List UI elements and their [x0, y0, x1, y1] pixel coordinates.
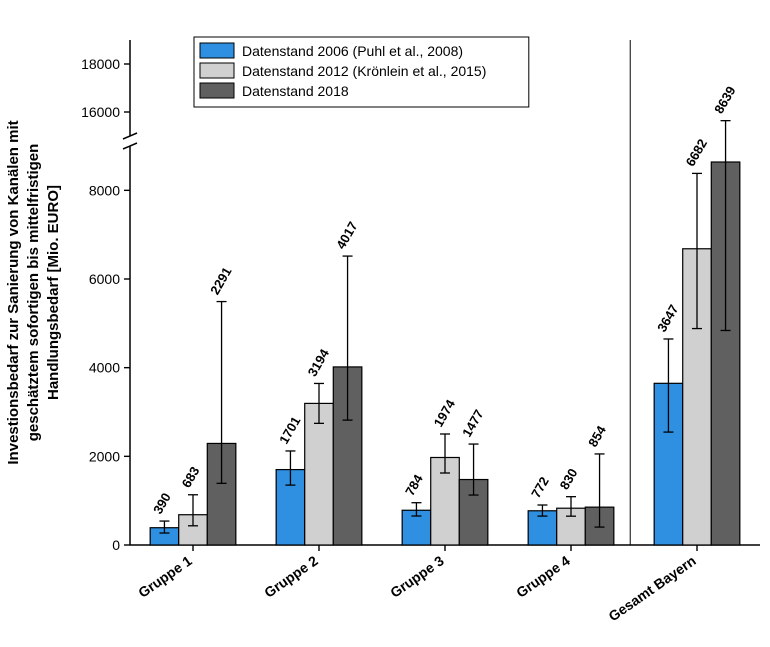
legend-swatch	[200, 83, 234, 98]
ytick-label: 0	[112, 537, 120, 553]
ytick-label: 4000	[89, 360, 120, 376]
svg-text:Handlungsbedarf [Mio. EURO]: Handlungsbedarf [Mio. EURO]	[45, 185, 62, 400]
legend-label: Datenstand 2018	[242, 83, 349, 99]
legend: Datenstand 2006 (Puhl et al., 2008) Daten…	[194, 37, 529, 107]
ytick-label: 18000	[81, 56, 120, 72]
legend-swatch	[200, 43, 234, 58]
ytick-label: 6000	[89, 271, 120, 287]
legend-label: Datenstand 2006 (Puhl et al., 2008)	[242, 43, 463, 59]
legend-swatch	[200, 63, 234, 78]
bar-chart: 0 2000 4000 6000 8000 16000 18000 Investionsbed…	[0, 0, 770, 647]
svg-text:Investionsbedarf zur Sanierung: Investionsbedarf zur Sanierung von Kanäl…	[5, 120, 22, 464]
ytick-label: 8000	[89, 182, 120, 198]
ytick-label: 16000	[81, 104, 120, 120]
legend-label: Datenstand 2012 (Krönlein et al., 2015)	[242, 63, 486, 79]
ytick-label: 2000	[89, 448, 120, 464]
bar	[305, 403, 334, 545]
svg-text:geschätztem sofortigen bis mit: geschätztem sofortigen bis mittelfristig…	[25, 144, 42, 442]
